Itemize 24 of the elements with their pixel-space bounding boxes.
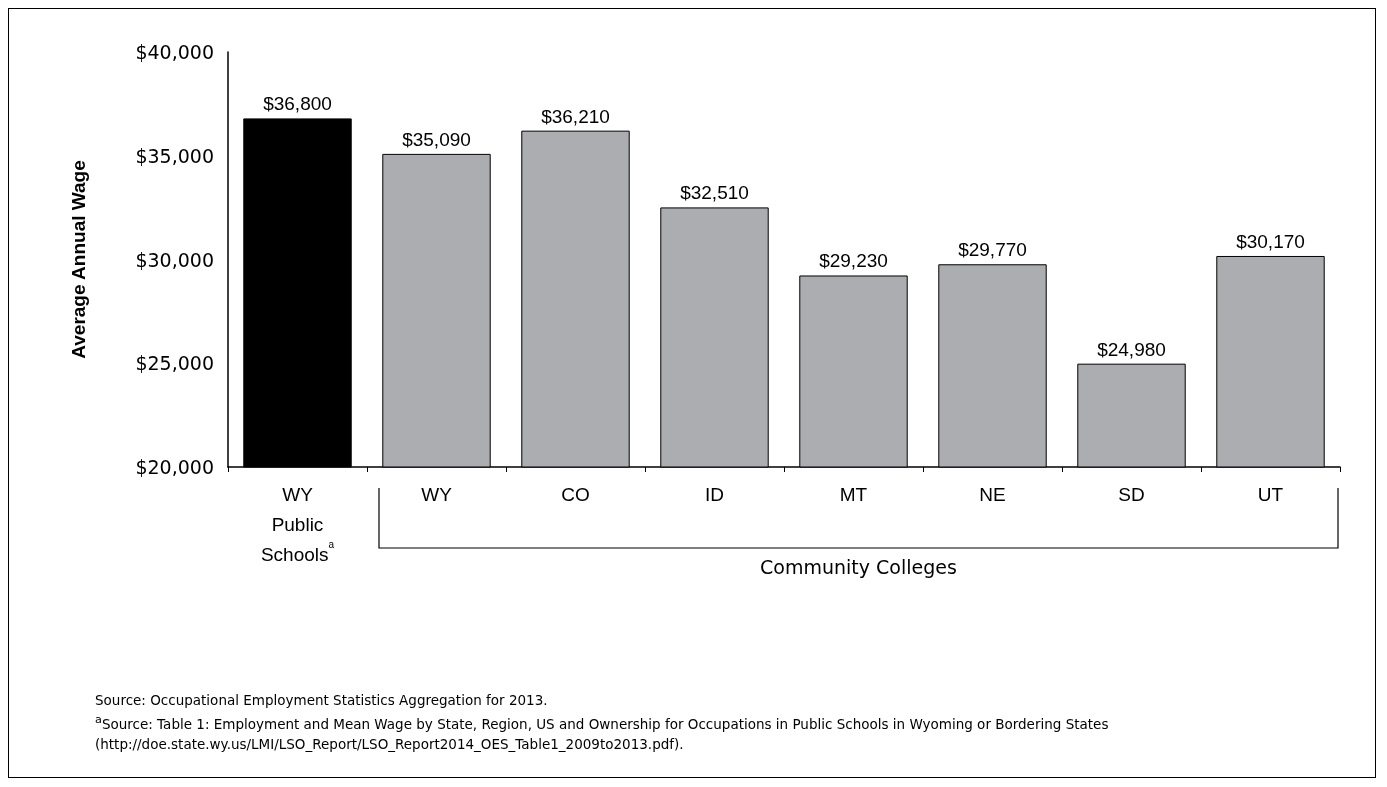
- data-label: $32,510: [680, 182, 749, 204]
- x-tick-label: ID: [705, 483, 724, 505]
- data-label: $36,210: [541, 105, 610, 127]
- x-tick-label: UT: [1257, 483, 1284, 505]
- y-tick-label: $20,000: [135, 456, 214, 478]
- y-tick-label: $40,000: [135, 41, 214, 63]
- data-label: $29,230: [819, 250, 888, 272]
- y-tick-label: $30,000: [135, 248, 214, 271]
- x-tick-label: WY: [421, 483, 453, 505]
- x-tick-label: SD: [1118, 483, 1145, 505]
- data-label: $29,770: [958, 239, 1027, 261]
- y-tick-label: $25,000: [135, 352, 214, 375]
- x-tick-label: NE: [979, 483, 1006, 505]
- data-label: $24,980: [1097, 338, 1166, 360]
- data-label: $36,800: [263, 93, 332, 115]
- text: Community Colleges: [759, 556, 958, 578]
- text: $^{a}$Source: Table 1: Employment and Mean Wage by State, Region, US and Ownership for Occupations in Public Schools in Wyoming or Bordering States (http://doe.state.wy.us/LMI/LSO_Report/LSO_Report2014_OES_Table1_2009to2013.pdf).: [95, 712, 1110, 754]
- data-label: $35,090: [402, 128, 471, 150]
- x-tick-label: CO: [561, 483, 590, 505]
- source-note: Source: Occupational Employment Statistics Aggregation for 2013.: [95, 691, 549, 710]
- x-tick-label: MT: [839, 483, 868, 505]
- y-axis-title: Average Annual Wage: [68, 160, 89, 359]
- data-label: $30,170: [1236, 230, 1305, 252]
- y-tick-label: $35,000: [135, 144, 214, 167]
